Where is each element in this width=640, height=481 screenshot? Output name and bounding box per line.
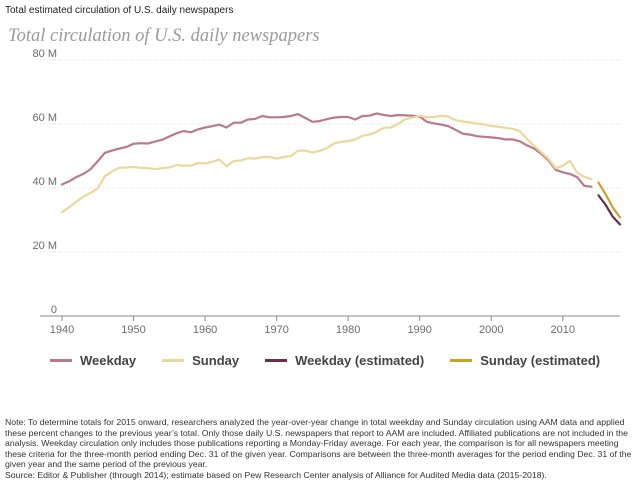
source-text: Source: Editor & Publisher (through 2014…: [5, 469, 547, 480]
x-tick-label: 2010: [551, 324, 575, 336]
x-tick-label: 1980: [336, 324, 360, 336]
y-tick-label: 60 M: [33, 112, 57, 124]
y-tick-label: 0: [51, 304, 57, 316]
chart-caption: Total estimated circulation of U.S. dail…: [5, 5, 234, 16]
series-line-weekday-estimated: [597, 194, 622, 226]
series-lines: [60, 112, 622, 226]
chart-legend: Weekday Sunday Weekday (estimated) Sunda…: [50, 353, 626, 368]
legend-item-weekday-estimated: Weekday (estimated): [265, 353, 424, 368]
note-text: Note: To determine totals for 2015 onwar…: [5, 417, 632, 470]
y-tick-label: 80 M: [33, 48, 57, 60]
series-line-sunday-estimated: [597, 181, 622, 219]
y-tick-label: 20 M: [33, 240, 57, 252]
gridlines: [40, 59, 620, 317]
legend-swatch-weekday-estimated: [265, 359, 288, 362]
legend-item-weekday: Weekday: [50, 353, 136, 368]
footnote: Note: To determine totals for 2015 onwar…: [5, 417, 637, 481]
legend-label-sunday-estimated: Sunday (estimated): [480, 353, 601, 368]
x-tick-label: 1960: [193, 324, 217, 336]
legend-swatch-sunday: [162, 359, 185, 362]
series-line-sunday: [60, 114, 593, 214]
legend-item-sunday-estimated: Sunday (estimated): [450, 353, 600, 368]
legend-item-sunday: Sunday: [162, 353, 239, 368]
x-tick-label: 1950: [121, 324, 145, 336]
x-tick-label: 2000: [479, 324, 503, 336]
x-tick-label: 1970: [264, 324, 288, 336]
legend-label-weekday: Weekday: [80, 353, 137, 368]
x-tick-label: 1940: [50, 324, 74, 336]
legend-label-sunday: Sunday: [192, 353, 240, 368]
series-line-weekday: [60, 112, 593, 188]
x-axis-ticks: 1940 1950 1960 1970 1980 1990 2000 2010: [50, 316, 575, 336]
legend-swatch-weekday: [50, 359, 72, 362]
x-tick-label: 1990: [407, 324, 431, 336]
legend-label-weekday-estimated: Weekday (estimated): [295, 353, 425, 368]
y-tick-label: 40 M: [33, 176, 57, 188]
chart-title: Total circulation of U.S. daily newspape…: [8, 26, 320, 46]
legend-swatch-sunday-estimated: [450, 359, 473, 362]
y-axis-ticks: 0 20 M 40 M 60 M 80 M: [33, 48, 57, 316]
